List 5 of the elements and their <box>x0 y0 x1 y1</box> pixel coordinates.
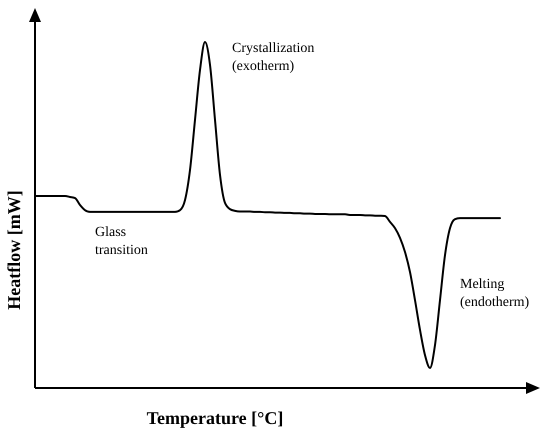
annotation: Crystallization (exotherm) <box>232 41 314 74</box>
y-axis-title: Heatflow [mW] <box>4 190 24 310</box>
annotation: Glass transition <box>95 225 148 258</box>
annotation: Melting (endotherm) <box>460 277 530 310</box>
x-axis-title: Temperature [°C] <box>146 408 284 428</box>
